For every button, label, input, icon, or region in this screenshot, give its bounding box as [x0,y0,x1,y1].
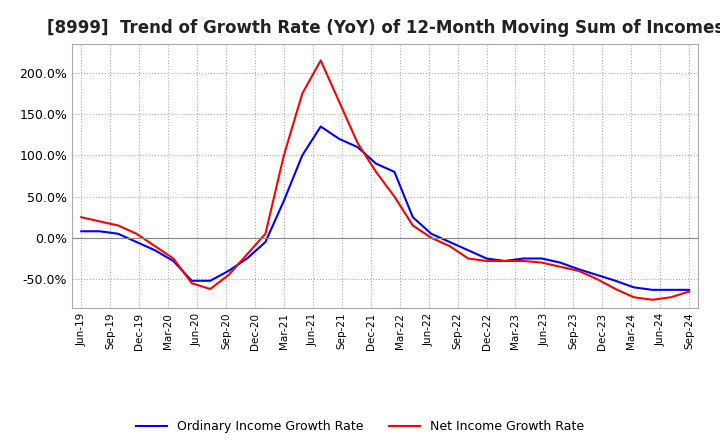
Ordinary Income Growth Rate [648,287,657,293]
Net Income Growth Rate [537,260,546,265]
Ordinary Income Growth Rate [206,278,215,283]
Net Income Growth Rate [427,235,436,241]
Ordinary Income Growth Rate [225,268,233,274]
Net Income Growth Rate [132,231,141,236]
Line: Ordinary Income Growth Rate: Ordinary Income Growth Rate [81,127,689,290]
Title: [8999]  Trend of Growth Rate (YoY) of 12-Month Moving Sum of Incomes: [8999] Trend of Growth Rate (YoY) of 12-… [47,19,720,37]
Net Income Growth Rate [279,153,288,158]
Net Income Growth Rate [354,140,362,146]
Net Income Growth Rate [77,215,86,220]
Ordinary Income Growth Rate [187,278,196,283]
Ordinary Income Growth Rate [150,248,159,253]
Ordinary Income Growth Rate [408,215,417,220]
Net Income Growth Rate [372,169,380,175]
Net Income Growth Rate [575,268,583,274]
Net Income Growth Rate [150,243,159,249]
Net Income Growth Rate [298,91,307,96]
Net Income Growth Rate [446,243,454,249]
Net Income Growth Rate [169,256,178,261]
Net Income Growth Rate [114,223,122,228]
Ordinary Income Growth Rate [629,285,638,290]
Net Income Growth Rate [629,295,638,300]
Ordinary Income Growth Rate [243,256,251,261]
Ordinary Income Growth Rate [482,256,491,261]
Ordinary Income Growth Rate [114,231,122,236]
Net Income Growth Rate [556,264,564,269]
Net Income Growth Rate [685,289,693,294]
Net Income Growth Rate [390,194,399,199]
Ordinary Income Growth Rate [169,258,178,264]
Ordinary Income Growth Rate [279,198,288,203]
Net Income Growth Rate [500,258,509,264]
Net Income Growth Rate [243,252,251,257]
Ordinary Income Growth Rate [446,239,454,245]
Ordinary Income Growth Rate [95,229,104,234]
Ordinary Income Growth Rate [132,239,141,245]
Ordinary Income Growth Rate [537,256,546,261]
Net Income Growth Rate [261,231,270,236]
Ordinary Income Growth Rate [464,248,472,253]
Ordinary Income Growth Rate [556,260,564,265]
Ordinary Income Growth Rate [667,287,675,293]
Net Income Growth Rate [316,58,325,63]
Ordinary Income Growth Rate [611,278,620,283]
Legend: Ordinary Income Growth Rate, Net Income Growth Rate: Ordinary Income Growth Rate, Net Income … [131,415,589,438]
Ordinary Income Growth Rate [390,169,399,175]
Net Income Growth Rate [187,281,196,286]
Ordinary Income Growth Rate [298,153,307,158]
Net Income Growth Rate [519,258,528,264]
Net Income Growth Rate [482,258,491,264]
Net Income Growth Rate [611,286,620,292]
Ordinary Income Growth Rate [685,287,693,293]
Net Income Growth Rate [335,99,343,104]
Ordinary Income Growth Rate [261,239,270,245]
Net Income Growth Rate [667,295,675,300]
Ordinary Income Growth Rate [372,161,380,166]
Ordinary Income Growth Rate [593,272,601,278]
Net Income Growth Rate [95,219,104,224]
Net Income Growth Rate [225,272,233,278]
Ordinary Income Growth Rate [500,258,509,264]
Ordinary Income Growth Rate [77,229,86,234]
Line: Net Income Growth Rate: Net Income Growth Rate [81,61,689,300]
Ordinary Income Growth Rate [316,124,325,129]
Ordinary Income Growth Rate [335,136,343,142]
Ordinary Income Growth Rate [354,144,362,150]
Net Income Growth Rate [206,286,215,292]
Ordinary Income Growth Rate [427,231,436,236]
Net Income Growth Rate [464,256,472,261]
Net Income Growth Rate [408,223,417,228]
Ordinary Income Growth Rate [575,267,583,272]
Ordinary Income Growth Rate [519,256,528,261]
Net Income Growth Rate [648,297,657,302]
Net Income Growth Rate [593,276,601,282]
